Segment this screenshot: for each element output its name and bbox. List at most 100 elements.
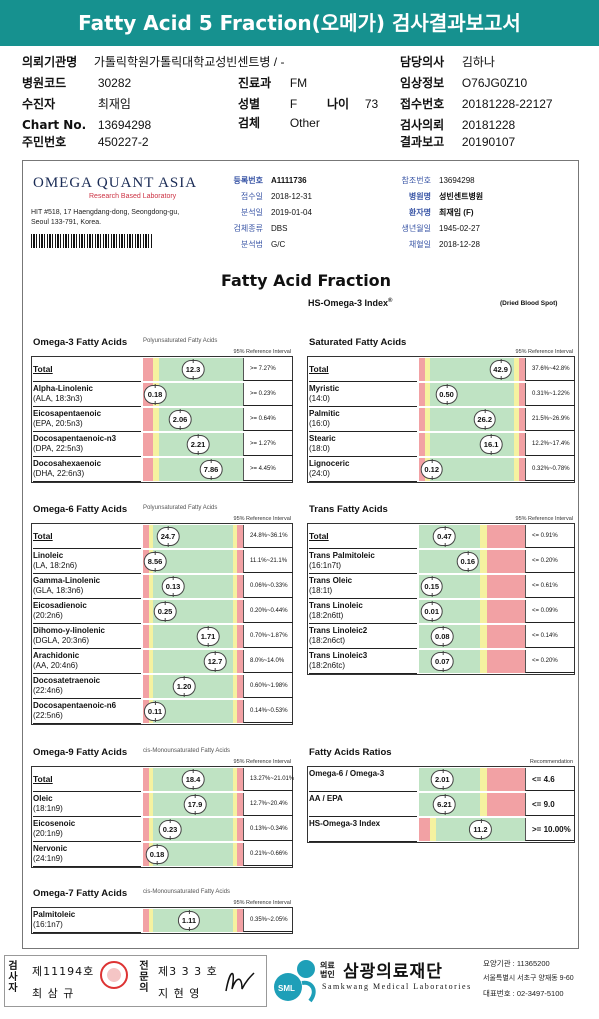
value-marker: 16.1 [479,434,503,455]
reference-value: <= 0.09% [525,600,575,623]
zone-red [486,650,525,673]
field-report-date: 결과보고 20190107 [400,135,516,149]
value-marker: 0.08 [431,626,454,647]
acid-label: Docosatetraenoic [33,676,101,685]
table-row: Docosatetraenoic (22:4n6) 1.20 0.60%~1.98% [31,674,293,699]
acid-code: (DPA, 22:5n3) [33,444,84,453]
acid-name: AA / EPA [309,792,417,817]
range-bar: 26.2 [419,408,525,431]
acid-code: (16:0) [309,419,330,428]
omega9-frame [31,766,293,868]
reference-value: <= 0.91% [525,525,575,548]
acid-label: AA / EPA [309,794,343,803]
zone-yellow [233,625,237,648]
range-bar: 17.9 [143,793,243,816]
reference-value: 0.35%~2.05% [243,909,293,932]
acid-name: Total [309,357,417,382]
omega3-frame [31,356,293,483]
acid-name: Nervonic (24:1n9) [33,842,141,867]
info-label: 병원명 [408,192,431,201]
acid-name: Alpha-Linolenic (ALA, 18:3n3) [33,382,141,407]
range-bar: 16.1 [419,433,525,456]
acid-name: Trans Palmitoleic (16:1n7t) [309,549,417,574]
value-marker: 2.01 [431,769,454,790]
acid-label: Total [33,364,53,374]
zone-yellow [149,793,153,816]
reviewer-name: 지 현 영 [158,987,201,1000]
zone-red [518,408,525,431]
zone-red [143,525,149,548]
zone-yellow [480,768,487,791]
fraction-title: Fatty Acid Fraction [221,271,392,290]
table-row: Alpha-Linolenic (ALA, 18:3n3) 0.18 >= 0.23% [31,382,293,407]
range-bar: 12.3 [143,358,243,381]
omega9-subtitle: cis-Monounsaturated Fatty Acids [143,748,231,754]
acid-label: Trans Linoleic3 [309,651,368,660]
saturated-frame [307,356,575,483]
info-value: 2019-01-04 [271,208,312,217]
value-marker: 1.11 [177,910,201,931]
org-prefix: 의료법인 [320,961,335,979]
omega9-ref-header: 95% Reference Interval [233,759,291,765]
info-row: 참조번호 13694298 [371,175,475,186]
range-bar: 0.16 [419,550,525,573]
info-row: 접수일 2018-12-31 [201,191,312,202]
info-label: 참조번호 [401,176,431,185]
zone-red [419,433,426,456]
zone-red [143,600,149,623]
acid-name: Palmitoleic (16:1n7) [33,908,141,933]
omega9-title: Omega-9 Fatty Acids [33,747,128,758]
acid-name: Lignoceric (24:0) [309,457,417,482]
zone-yellow [425,433,430,456]
table-row: Omega-6 / Omega-3 2.01 <= 4.6 [307,767,575,792]
field-clinical-info: 임상정보 O76JG0Z10 [400,76,528,90]
table-row: Trans Linoleic (18:2n6tt) 0.01 <= 0.09% [307,599,575,624]
zone-yellow [233,575,237,598]
value-marker: 2.21 [186,434,210,455]
acid-name: Docosapentaenoic-n3 (DPA, 22:5n3) [33,432,141,457]
info-value: 2018-12-31 [271,192,312,201]
zone-yellow [233,550,237,573]
zone-red [237,793,243,816]
range-bar: 18.4 [143,768,243,791]
total-row: Total 24.7 24.8%~36.1% [31,524,293,549]
reference-value: 12.7%~20.4% [243,793,293,816]
info-label: 채혈일 [408,240,431,249]
zone-red [143,458,153,481]
range-bar: 0.23 [143,818,243,841]
acid-code: (18:2n6ct) [309,636,346,645]
field-specimen: 검체 Other [238,116,320,130]
zone-red [419,383,426,406]
zone-yellow [480,793,487,816]
field-doctor: 담당의사 김하나 [400,55,495,69]
range-bar: 6.21 [419,793,525,816]
zone-red [518,458,525,481]
zone-red [518,358,525,381]
zone-yellow [153,433,159,456]
acid-code: (18:1n9) [33,804,63,813]
lab-address-2: Seoul 133-791, Korea. [31,219,102,226]
acid-label: Total [309,531,329,541]
table-row: HS-Omega-3 Index 11.2 >= 10.00% [307,817,575,842]
acid-label: Docosapentaenoic-n3 [33,434,117,443]
value-marker: 8.56 [143,551,167,572]
zone-red [237,575,243,598]
zone-red [237,843,243,866]
info-row: 생년월일 1945-02-27 [371,223,480,234]
table-row: Eicosadienoic (20:2n6) 0.25 0.20%~0.44% [31,599,293,624]
value-marker: 2.06 [168,409,192,430]
table-row: Docosapentaenoic-n6 (22:5n6) 0.11 0.14%~0.5… [31,699,293,724]
zone-red [237,550,243,573]
zone-red [237,768,243,791]
omega3-title: Omega-3 Fatty Acids [33,337,128,348]
value-marker: 0.16 [456,551,480,572]
reference-value: 21.5%~26.9% [525,408,575,431]
zone-red [518,433,525,456]
table-row: Oleic (18:1n9) 17.9 12.7%~20.4% [31,792,293,817]
zone-red [143,625,149,648]
field-department: 진료과 FM [238,76,308,90]
range-bar: 2.06 [143,408,243,431]
acid-label: Myristic [309,384,340,393]
value-marker: 0.23 [158,819,182,840]
acid-label: Eicosenoic [33,819,76,828]
